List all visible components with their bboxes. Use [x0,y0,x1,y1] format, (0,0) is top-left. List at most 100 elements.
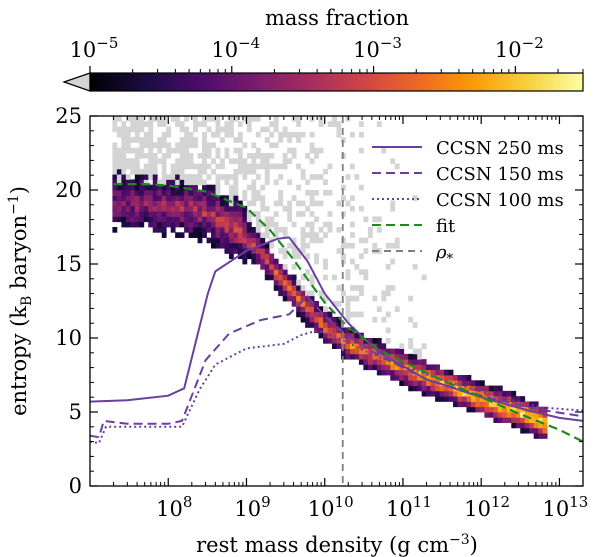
heatmap-cell [309,295,315,302]
heatmap-cell [215,147,221,154]
heatmap-cell [287,137,293,143]
heatmap-cell [242,190,248,196]
heatmap-cell [215,163,221,170]
heatmap-cell [287,285,293,291]
heatmap-cell [211,216,216,223]
heatmap-cell [206,221,212,228]
heatmap-cell [121,147,127,154]
heatmap-cell [219,174,225,180]
heatmap-cell [479,385,485,392]
heatmap-cell [340,253,346,260]
heatmap-cell [287,158,293,164]
heatmap-cell [511,390,517,397]
heatmap-cell [408,295,414,302]
heatmap-cell [125,137,131,143]
heatmap-cell [251,200,257,207]
heatmap-cell [345,311,351,318]
heatmap-cell [376,248,382,254]
heatmap-cell [130,216,136,223]
heatmap-cell [152,216,158,223]
heatmap-cell [134,131,140,138]
heatmap-cell [408,359,414,365]
heatmap-cell [264,168,270,175]
heatmap-cell [345,353,351,360]
heatmap-cell [287,216,293,223]
heatmap-cell [323,322,328,328]
heatmap-cell [143,216,149,223]
heatmap-cell [278,131,284,138]
heatmap-cell [524,412,530,418]
heatmap-cell [184,200,189,207]
heatmap-cell [444,396,449,402]
heatmap-cell [417,380,423,386]
heatmap-cell [202,195,207,201]
heatmap-cell [336,227,342,233]
heatmap-cell [237,232,243,238]
heatmap-cell [242,142,248,149]
heatmap-cell [251,163,257,170]
heatmap-cell [197,227,203,233]
heatmap-cell [309,306,315,312]
legend-label: CCSN 100 ms [436,190,564,211]
heatmap-cell [206,200,212,207]
heatmap-cell [193,126,198,133]
x-tick-label: 1011 [386,493,432,521]
heatmap-cell [161,131,167,138]
heatmap-cell [121,137,127,143]
heatmap-cell [273,285,279,291]
heatmap-cell [506,406,512,413]
heatmap-cell [376,359,382,365]
heatmap-cell [143,174,149,180]
heatmap-cell [228,195,234,201]
heatmap-cell [170,216,176,223]
heatmap-cell [470,406,476,413]
heatmap-cell [542,427,548,434]
heatmap-cell [323,327,328,334]
heatmap-cell [484,390,490,397]
heatmap-cell [121,216,127,223]
heatmap-cell [170,211,176,217]
heatmap-cell [332,121,337,127]
heatmap-cell [327,211,333,217]
heatmap-cell [497,401,503,408]
heatmap-cell [125,190,131,196]
heatmap-cell [121,200,127,207]
heatmap-cell [314,258,319,265]
heatmap-cell [152,227,158,233]
heatmap-cell [184,131,189,138]
heatmap-cell [251,242,257,249]
heatmap-cell [327,311,333,318]
heatmap-cell [166,211,172,217]
heatmap-cell [367,232,373,238]
heatmap-cell [179,158,185,164]
x-axis-label: rest mass density (g cm−3) [196,532,478,557]
heatmap-cell [372,364,378,371]
heatmap-cell [175,142,181,149]
heatmap-cell [251,237,257,244]
heatmap-cell [121,158,127,164]
heatmap-cell [358,338,364,344]
heatmap-cell [224,131,230,138]
heatmap-cell [121,163,127,170]
heatmap-cell [417,375,423,381]
heatmap-cell [426,390,432,397]
heatmap-cell [457,375,463,381]
heatmap-cell [224,121,230,127]
heatmap-cell [161,116,167,122]
heatmap-cell [408,353,414,360]
heatmap-cell [533,422,539,429]
heatmap-cell [175,179,181,186]
heatmap-cell [179,163,185,170]
heatmap-cell [363,216,369,223]
y-tick-label: 10 [55,326,82,350]
heatmap-cell [461,396,467,402]
heatmap-cell [260,200,266,207]
heatmap-cell [323,306,328,312]
heatmap-cell [148,158,154,164]
heatmap-cell [466,401,472,408]
heatmap-layer [112,116,548,439]
heatmap-cell [336,343,342,349]
heatmap-cell [197,168,203,175]
heatmap-cell [296,163,302,170]
heatmap-cell [506,390,512,397]
